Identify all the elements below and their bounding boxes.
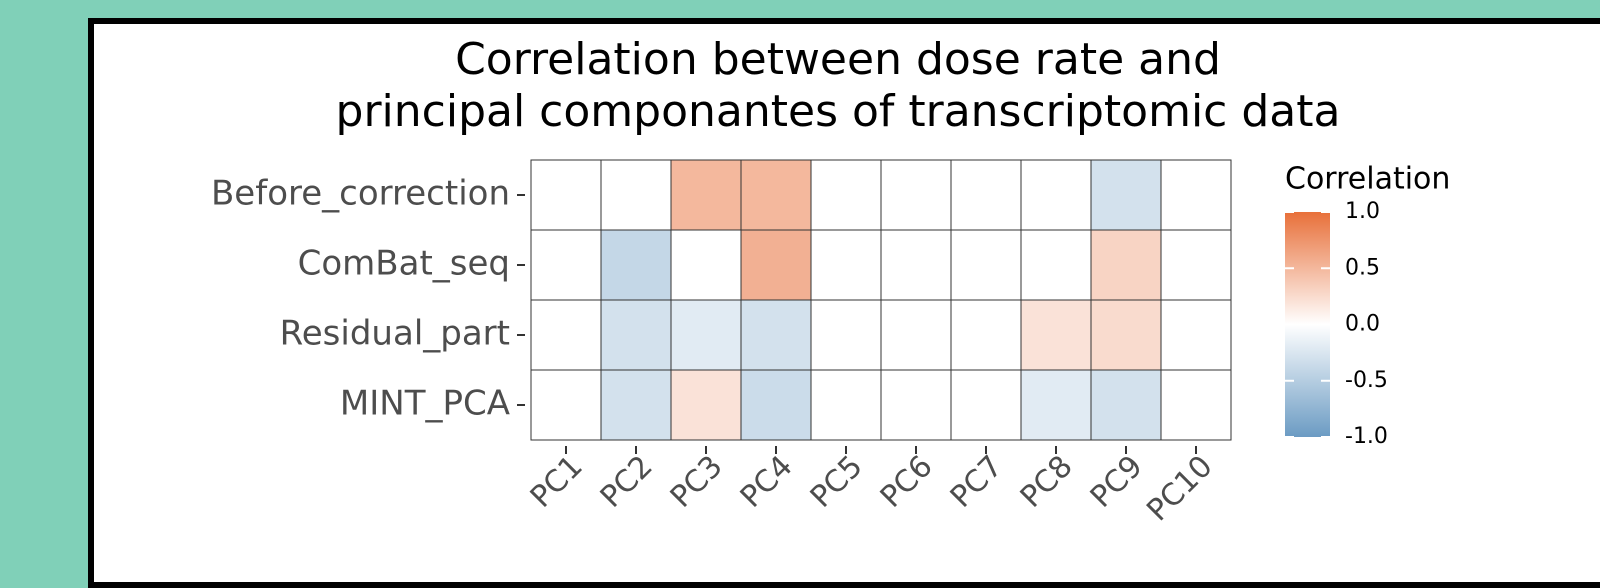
heat-cell (950, 159, 1022, 231)
x-tick-label: PC9 (1084, 449, 1150, 515)
heat-cell (740, 299, 812, 371)
heat-cell (880, 299, 952, 371)
colorbar-label: 0.0 (1345, 312, 1380, 337)
heat-cell (740, 229, 812, 301)
x-tick-label: PC5 (804, 449, 870, 515)
heat-cell (810, 159, 882, 231)
heat-cell (670, 159, 742, 231)
x-tick-label: PC6 (874, 449, 940, 515)
y-tick-label: MINT_PCA (340, 384, 510, 424)
chart-title: principal componantes of transcriptomic … (336, 86, 1341, 137)
heat-cell (670, 299, 742, 371)
heat-cell (950, 229, 1022, 301)
heat-cell (1090, 369, 1162, 441)
heat-cell (530, 229, 602, 301)
heat-cell (1090, 159, 1162, 231)
heat-cell (600, 299, 672, 371)
heat-cell (810, 229, 882, 301)
heat-cell (530, 369, 602, 441)
heat-cell (810, 299, 882, 371)
heat-cell (530, 159, 602, 231)
heat-cell (950, 299, 1022, 371)
heat-cell (740, 159, 812, 231)
colorbar-label: 1.0 (1345, 199, 1380, 224)
colorbar-label: -0.5 (1345, 368, 1388, 393)
y-tick-label: Residual_part (280, 314, 510, 354)
x-tick-label: PC1 (524, 449, 590, 515)
chart: Correlation between dose rate and princi… (211, 34, 1450, 528)
y-tick-label: Before_correction (211, 174, 510, 214)
heat-cell (1090, 299, 1162, 371)
heat-cell (880, 229, 952, 301)
x-tick-label: PC8 (1014, 449, 1080, 515)
x-tick-label: PC7 (944, 449, 1010, 515)
colorbar-label: 0.5 (1345, 255, 1380, 280)
page: {"chart_data": {"type": "heatmap", "titl… (88, 18, 1600, 588)
heat-cell (1160, 229, 1232, 301)
colorbar-label: -1.0 (1345, 424, 1388, 449)
heat-cell (1160, 159, 1232, 231)
heat-cell (1020, 229, 1092, 301)
heat-cell (1020, 159, 1092, 231)
heat-cell (1090, 229, 1162, 301)
heat-cell (1160, 369, 1232, 441)
heat-cell (600, 229, 672, 301)
heat-cell (1160, 299, 1232, 371)
plot-frame (530, 159, 1232, 441)
x-tick-label: PC3 (664, 449, 730, 515)
heat-cell (1020, 299, 1092, 371)
heat-cell (880, 159, 952, 231)
heat-cell (600, 159, 672, 231)
heat-cell (810, 369, 882, 441)
heat-cell (600, 369, 672, 441)
heat-cell (740, 369, 812, 441)
heat-cell (670, 369, 742, 441)
heat-cell (530, 299, 602, 371)
heat-cell (1020, 369, 1092, 441)
x-tick-label: PC4 (734, 449, 800, 515)
heat-cell (880, 369, 952, 441)
x-tick-label: PC2 (594, 449, 660, 515)
chart-title: Correlation between dose rate and (455, 34, 1221, 85)
legend-title: Correlation (1285, 162, 1450, 197)
x-tick-label: PC10 (1140, 449, 1219, 528)
y-tick-label: ComBat_seq (298, 244, 510, 284)
heat-cell (950, 369, 1022, 441)
heat-cell (670, 229, 742, 301)
